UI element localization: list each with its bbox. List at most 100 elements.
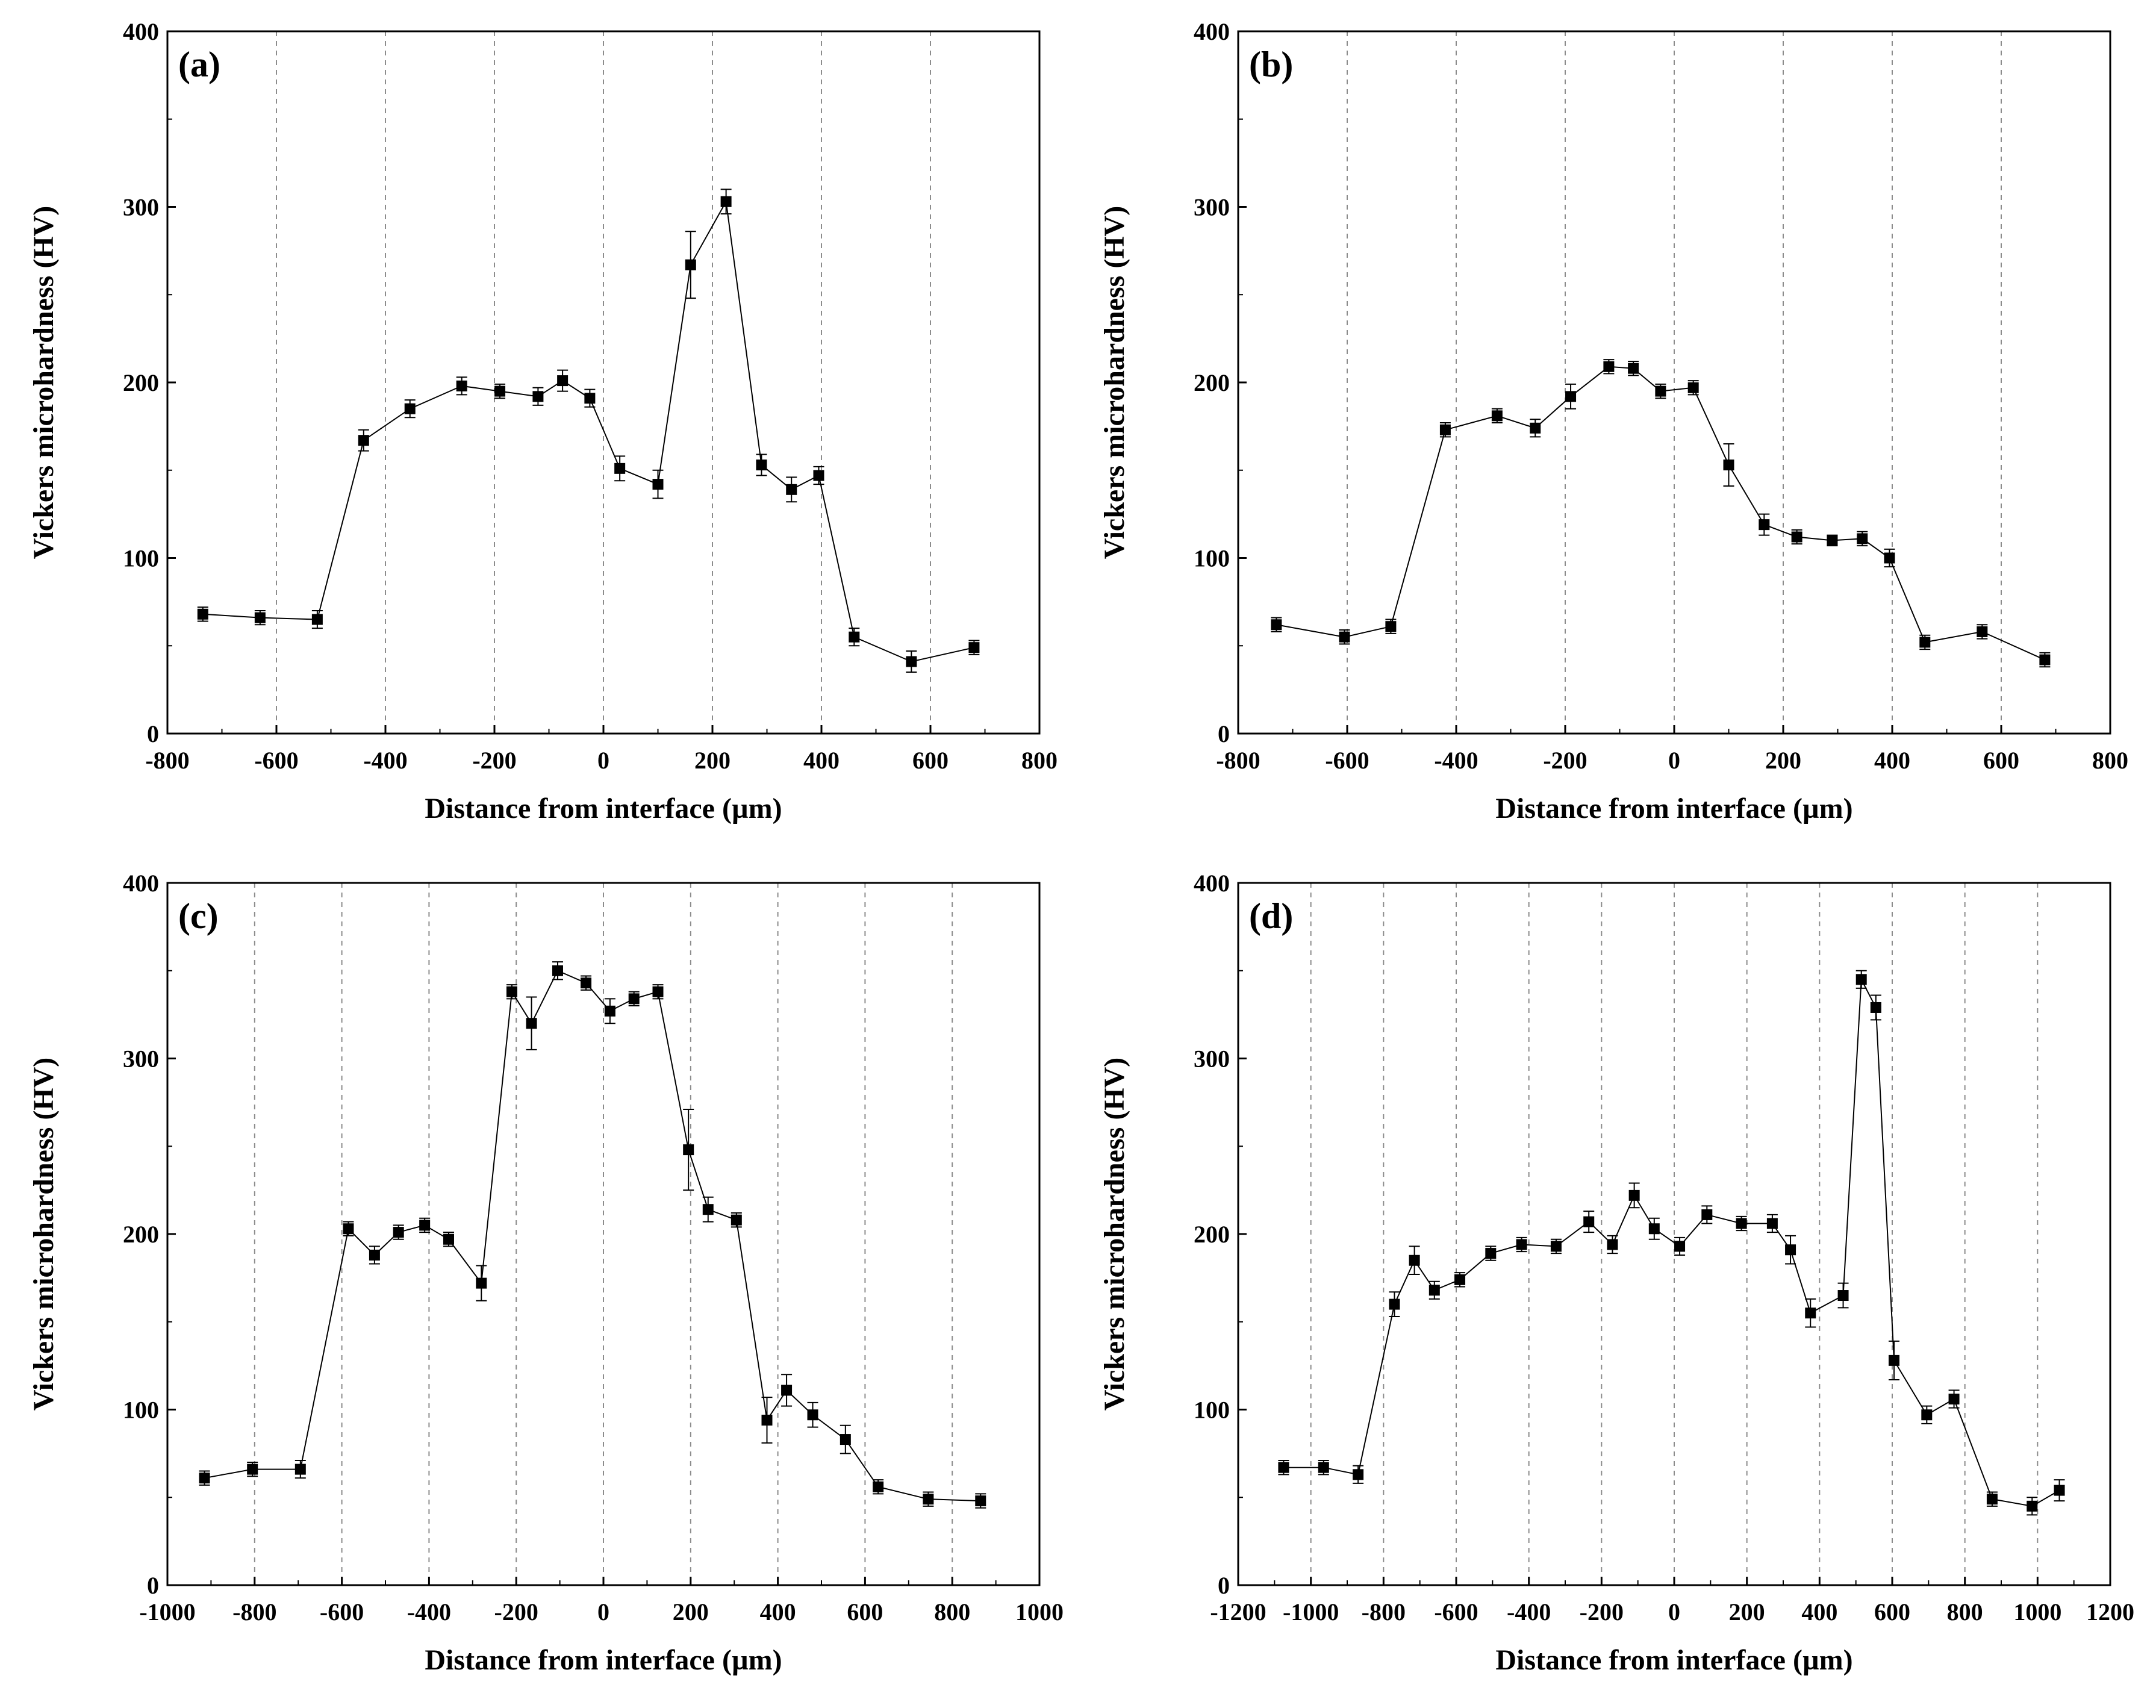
data-point (968, 642, 980, 653)
data-point (1353, 1469, 1364, 1480)
data-point (1921, 1409, 1933, 1421)
data-point (1889, 1354, 1900, 1366)
series-line (204, 970, 981, 1502)
x-tick-label: -800 (145, 747, 189, 774)
x-axis-title: Distance from interface (µm) (1495, 793, 1852, 824)
data-point (1271, 619, 1282, 631)
data-point (1278, 1462, 1289, 1473)
data-point (506, 986, 517, 997)
data-point (1857, 533, 1868, 544)
data-point (369, 1249, 380, 1261)
y-tick-label: 300 (1194, 194, 1230, 221)
data-point (1454, 1274, 1466, 1285)
x-tick-label: -600 (1325, 747, 1369, 774)
data-point (476, 1277, 487, 1289)
x-tick-label: 1000 (1015, 1598, 1064, 1625)
x-tick-label: -200 (494, 1598, 538, 1625)
y-tick-label: 400 (123, 18, 159, 45)
data-point (1791, 531, 1802, 543)
x-tick-label: 400 (1874, 747, 1910, 774)
data-point (393, 1227, 404, 1238)
x-tick-label: 600 (912, 747, 949, 774)
data-point (1766, 1218, 1778, 1229)
data-point (1485, 1248, 1497, 1259)
data-point (1583, 1216, 1595, 1227)
data-point (731, 1214, 742, 1226)
data-point (1550, 1241, 1562, 1252)
y-tick-label: 100 (123, 545, 159, 572)
data-point (975, 1495, 986, 1507)
data-point (652, 479, 664, 490)
panel-label-a: (a) (178, 45, 220, 84)
data-point (584, 393, 596, 404)
data-point (199, 1473, 210, 1484)
data-point (358, 435, 369, 446)
y-tick-label: 0 (1218, 1572, 1230, 1599)
data-point (786, 484, 797, 495)
y-tick-label: 400 (123, 870, 159, 897)
panel-d: -1200 -1000 -800 -600 -400 -200 0 200 400 600 800 1… (1098, 870, 2134, 1676)
x-tick-label: -800 (1362, 1598, 1406, 1625)
data-point (532, 391, 544, 402)
series-line (202, 199, 974, 662)
y-tick-label: 0 (147, 720, 159, 747)
x-tick-label: 200 (673, 1598, 709, 1625)
x-tick-label: 800 (1947, 1598, 1983, 1625)
data-point (1429, 1285, 1440, 1296)
x-tick-label: -200 (1543, 747, 1587, 774)
data-point (1986, 1494, 1998, 1505)
x-tick-label: 400 (1801, 1598, 1837, 1625)
x-tick-label: 400 (803, 747, 840, 774)
data-point (1648, 1223, 1660, 1235)
x-tick-label: -1000 (139, 1598, 195, 1625)
y-tick-label: 100 (123, 1397, 159, 1424)
data-point (254, 612, 266, 623)
x-tick-label: -600 (320, 1598, 364, 1625)
x-tick-label: -800 (232, 1598, 276, 1625)
x-tick-label: 400 (760, 1598, 796, 1625)
x-tick-label: -600 (1434, 1598, 1478, 1625)
x-tick-label: 200 (1729, 1598, 1765, 1625)
data-point (720, 196, 732, 207)
x-tick-label: 200 (694, 747, 731, 774)
x-tick-label: 600 (1983, 747, 2019, 774)
data-point (552, 965, 563, 976)
y-tick-label: 0 (1218, 720, 1230, 747)
data-point (1837, 1290, 1849, 1301)
y-axis-title: Vickers microhardness (HV) (1098, 1058, 1130, 1411)
data-point (873, 1481, 884, 1492)
x-tick-label: -1200 (1210, 1598, 1266, 1625)
data-point (1339, 631, 1350, 643)
y-tick-label: 200 (123, 1221, 159, 1248)
data-point (294, 1463, 306, 1475)
x-axis-title: Distance from interface (µm) (425, 1644, 782, 1676)
data-point (781, 1385, 793, 1396)
data-point (756, 460, 767, 471)
x-tick-label: 0 (1668, 747, 1680, 774)
data-point (581, 977, 592, 989)
panel-label-b: (b) (1249, 45, 1293, 84)
data-point (1674, 1241, 1686, 1252)
y-tick-label: 300 (1194, 1046, 1230, 1073)
data-point (849, 631, 860, 643)
x-tick-label: 1200 (2086, 1598, 2134, 1625)
data-point (685, 259, 696, 270)
data-point (761, 1414, 773, 1426)
x-tick-label: -400 (1434, 747, 1478, 774)
data-point (923, 1494, 934, 1505)
x-tick-label: 1000 (2013, 1598, 2061, 1625)
data-point (494, 385, 506, 397)
y-tick-label: 100 (1194, 545, 1230, 572)
y-tick-label: 0 (147, 1572, 159, 1599)
x-tick-label: -200 (472, 747, 516, 774)
panel-c: -1000 -800 -600 -400 -200 0 200 400 600 800 1000 0 1… (28, 870, 1064, 1676)
x-tick-label: 0 (597, 1598, 609, 1625)
data-point (683, 1144, 694, 1156)
data-point (1491, 410, 1503, 422)
panel-b: -800 -600 -400 -200 0 200 400 600 800 0 100 200 300 4… (1098, 18, 2128, 824)
data-point (1785, 1244, 1796, 1256)
y-tick-label: 400 (1194, 18, 1230, 45)
panel-label-d: (d) (1249, 896, 1293, 936)
x-tick-label: 600 (847, 1598, 883, 1625)
x-tick-label: -1000 (1283, 1598, 1339, 1625)
